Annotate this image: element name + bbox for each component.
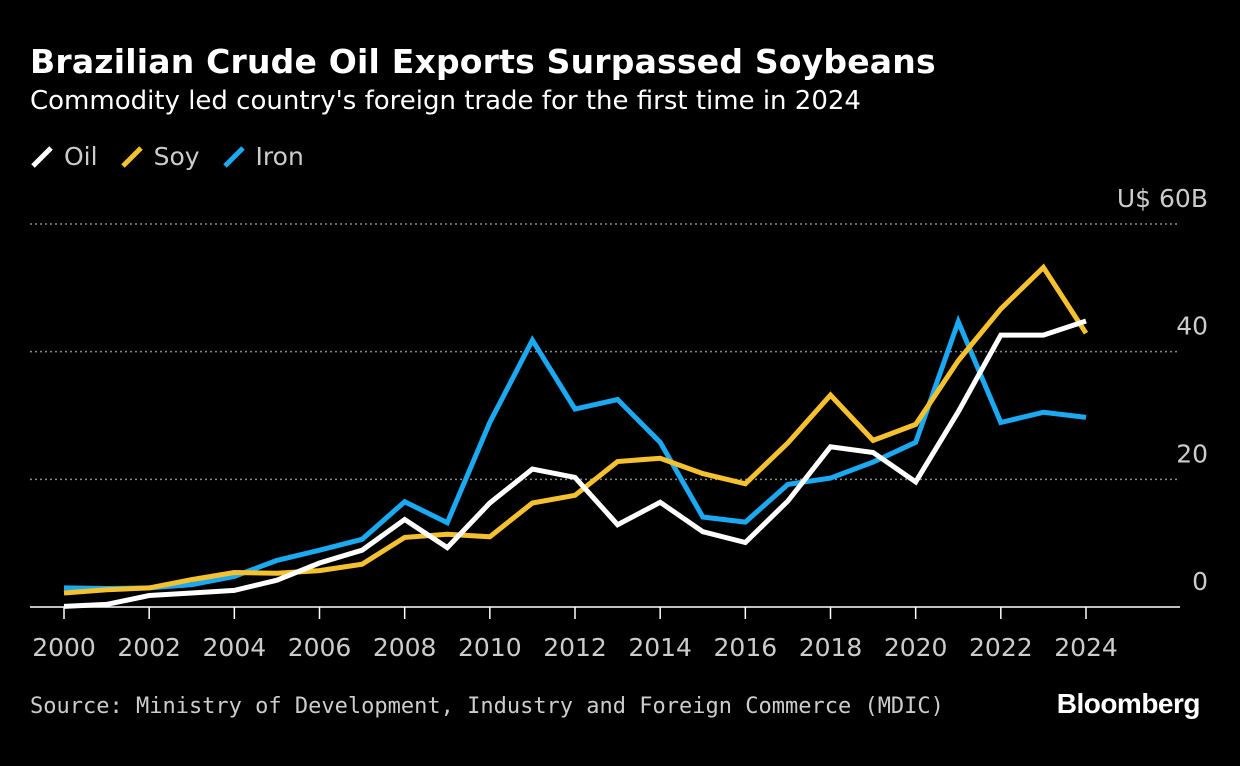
bloomberg-logo: Bloomberg — [1056, 688, 1201, 719]
legend-label-soy: Soy — [153, 142, 200, 171]
y-tick-label-40: 40 — [1176, 312, 1208, 341]
y-tick-label-0: 0 — [1192, 567, 1208, 596]
x-tick-label-2014: 2014 — [628, 633, 692, 662]
chart-title: Brazilian Crude Oil Exports Surpassed So… — [30, 42, 936, 81]
legend-swatch-iron — [222, 145, 246, 169]
series-line-iron — [63, 314, 1087, 592]
series-line-soy — [63, 263, 1089, 596]
x-tick-label-2016: 2016 — [714, 633, 778, 662]
legend-swatch-soy — [120, 145, 144, 169]
x-tick-label-2010: 2010 — [458, 633, 522, 662]
x-tick-label-2002: 2002 — [117, 633, 181, 662]
x-tick-label-2024: 2024 — [1054, 633, 1118, 662]
source-note: Source: Ministry of Development, Industr… — [30, 694, 944, 719]
legend-swatch-soy-line — [120, 145, 143, 168]
x-tick-label-2000: 2000 — [32, 633, 96, 662]
x-tick-label-2020: 2020 — [884, 633, 948, 662]
series-line-oil — [63, 318, 1087, 609]
legend: Oil Soy Iron — [30, 142, 304, 171]
legend-item-iron: Iron — [222, 142, 304, 171]
legend-swatch-oil-line — [31, 145, 53, 168]
x-tick-label-2008: 2008 — [373, 633, 437, 662]
y-tick-label-20: 20 — [1176, 439, 1208, 468]
legend-label-iron: Iron — [255, 142, 304, 171]
x-tick-label-2004: 2004 — [203, 633, 267, 662]
x-tick-label-2022: 2022 — [969, 633, 1033, 662]
y-tick-label-60: U$ 60B — [1117, 184, 1208, 213]
legend-label-oil: Oil — [64, 142, 98, 171]
x-tick-label-2012: 2012 — [543, 633, 607, 662]
x-tick-label-2006: 2006 — [288, 633, 352, 662]
chart-subtitle: Commodity led country's foreign trade fo… — [30, 86, 861, 116]
legend-item-soy: Soy — [120, 142, 200, 171]
legend-item-oil: Oil — [30, 142, 98, 171]
legend-swatch-oil — [30, 145, 54, 169]
x-tick-label-2018: 2018 — [799, 633, 863, 662]
legend-swatch-iron-line — [222, 145, 245, 168]
